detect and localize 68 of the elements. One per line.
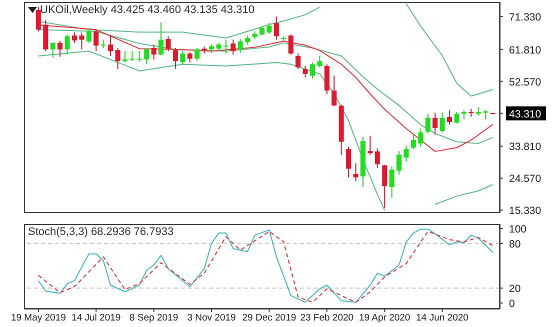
candlestick [58,40,63,58]
candlestick [94,29,99,52]
candlestick [194,48,200,62]
candlestick [172,48,178,70]
candlestick [266,22,272,34]
y-tick-label: 80 [509,238,521,250]
candlestick [136,50,142,62]
y-tick-label: 24.570 [509,173,542,186]
candlestick [64,34,70,56]
candlestick [346,146,352,178]
x-tick-label: 14 Jun 2020 [416,312,468,324]
y-tick-label: 43.310 [509,108,542,120]
candlestick [36,6,41,32]
candlestick [382,164,388,208]
candlestick [86,28,92,44]
candlestick [389,166,394,198]
candlestick [440,112,445,133]
candlestick [353,162,358,182]
candlestick [79,32,84,50]
y-tick-label: 20 [509,283,521,296]
candlestick [410,134,416,150]
candlestick [288,34,294,56]
candlestick [296,53,301,70]
x-tick-label: 8 Sep 2019 [130,312,178,324]
x-tick-label: 3 Nov 2019 [187,312,236,324]
candlestick [332,75,337,107]
candlestick [158,22,164,56]
chart-title: UKOil,Weekly 43.425 43.460 43.135 43.310 [40,4,254,16]
x-tick-label: 23 Feb 2020 [300,312,354,324]
y-tick-label: 52.570 [509,76,542,88]
candlestick [50,42,56,58]
y-tick-label: 15.330 [509,205,542,218]
candlestick [238,38,243,54]
candlestick [274,16,279,40]
x-tick-label: 29 Dec 2019 [242,312,296,324]
candlestick [454,111,460,124]
candlestick [100,39,106,49]
x-tick-label: 19 Apr 2020 [358,312,410,324]
candlestick [317,55,322,68]
candlestick [302,65,308,78]
y-tick-label: 61.810 [509,44,542,56]
candlestick [180,50,186,65]
candlestick [72,32,77,44]
candlestick [418,128,424,148]
y-tick-label: 71.330 [509,11,542,24]
x-tick-label: 19 May 2019 [10,312,66,324]
candlestick [115,48,120,70]
y-tick-label: 0 [509,298,515,310]
candlestick [166,36,171,52]
candlestick [310,62,315,79]
candlestick [447,110,452,125]
candlestick [108,36,114,56]
candlestick [368,135,373,156]
x-tick-label: 14 Jul 2019 [72,312,121,324]
candlestick [130,50,135,62]
chart-title: Stoch(5,3,3) 68.2936 76.7933 [28,226,174,238]
candlestick [404,145,409,162]
candlestick [151,44,156,60]
candlestick [187,52,192,64]
candlestick [223,39,228,54]
candlestick [425,113,430,134]
candlestick [144,48,150,65]
candlestick [374,148,380,169]
candlestick [396,150,402,176]
y-tick-label: 100 [509,223,527,236]
y-tick-label: 33.810 [509,141,542,154]
candlestick [230,39,236,56]
candlestick [432,112,438,135]
